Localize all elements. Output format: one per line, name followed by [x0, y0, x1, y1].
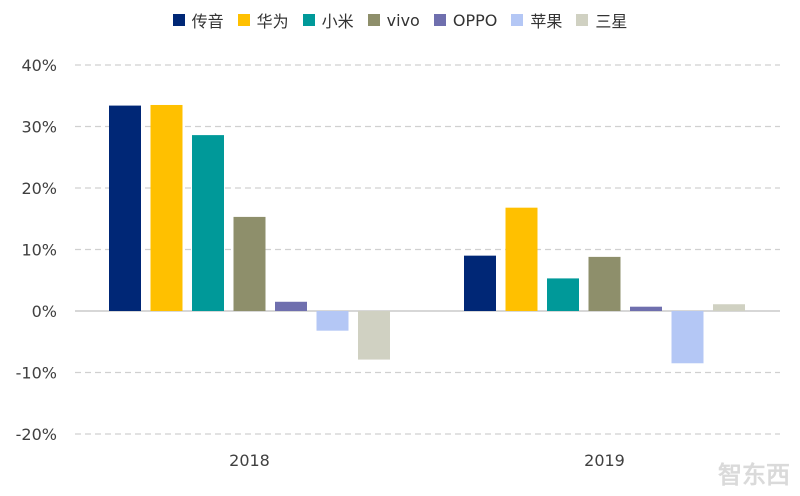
y-tick-label: 30% — [21, 118, 57, 137]
chart-legend: 传音 华为 小米 vivo OPPO 苹果 三星 — [0, 6, 800, 34]
legend-label: 华为 — [256, 12, 289, 31]
bar-OPPO-2019 — [630, 306, 662, 311]
legend-item: 小米 — [302, 8, 354, 32]
legend-swatch — [433, 14, 446, 26]
bar-vivo-2018 — [233, 216, 266, 311]
legend-label: OPPO — [452, 10, 498, 30]
bar-vivo-2019 — [588, 256, 621, 311]
watermark-logo: 智东西 — [718, 461, 790, 489]
y-tick-label: 40% — [21, 56, 57, 75]
y-tick-label: 0% — [32, 302, 57, 321]
y-tick-label: -10% — [16, 364, 57, 383]
legend-label: 苹果 — [530, 12, 563, 31]
bar-三星-2019 — [713, 304, 745, 311]
bar-OPPO-2018 — [275, 301, 307, 311]
legend-item: 传音 — [172, 8, 224, 32]
bar-小米-2019 — [547, 278, 579, 311]
legend-label: 传音 — [191, 12, 224, 31]
bar-华为-2019 — [505, 207, 538, 311]
y-tick-label: 20% — [21, 179, 57, 198]
legend-swatch — [367, 14, 380, 26]
legend-label: 小米 — [321, 12, 354, 31]
legend-swatch — [576, 14, 589, 26]
bar-传音-2018 — [109, 105, 141, 311]
y-tick-label: -20% — [16, 425, 57, 444]
bar-传音-2019 — [464, 255, 496, 311]
x-category-label: 2019 — [584, 451, 625, 470]
legend-swatch — [511, 14, 524, 26]
legend-item: OPPO — [433, 10, 498, 30]
legend-label: vivo — [386, 10, 420, 30]
legend-item: vivo — [367, 10, 420, 30]
legend-swatch — [237, 14, 250, 26]
legend-swatch — [302, 14, 315, 26]
legend-item: 三星 — [576, 8, 627, 32]
bar-小米-2018 — [192, 135, 224, 311]
bar-苹果-2018 — [316, 311, 349, 331]
x-category-label: 2018 — [229, 451, 270, 470]
legend-item: 华为 — [237, 8, 289, 32]
legend-label: 三星 — [595, 12, 628, 31]
legend-swatch — [172, 14, 185, 26]
bar-苹果-2019 — [671, 311, 704, 364]
bar-三星-2018 — [358, 311, 390, 360]
y-tick-label: 10% — [21, 241, 57, 260]
legend-item: 苹果 — [511, 8, 562, 32]
bar-华为-2018 — [150, 104, 183, 311]
